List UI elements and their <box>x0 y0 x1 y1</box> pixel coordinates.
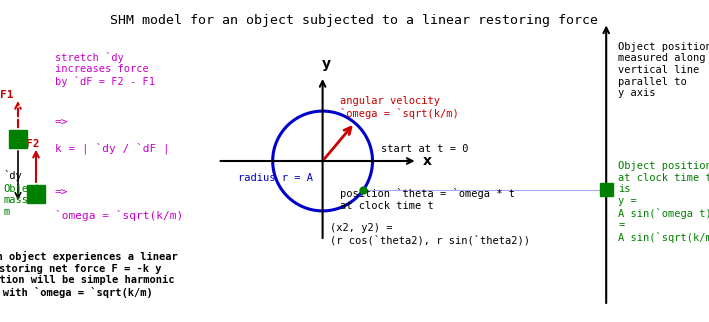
Text: Object position
at clock time t
is
y =
A sin(`omega t)
=
A sin(`sqrt(k/m) t): Object position at clock time t is y = A… <box>618 161 709 243</box>
Text: =>: => <box>55 117 69 128</box>
Text: `omega = `sqrt(k/m): `omega = `sqrt(k/m) <box>55 210 183 221</box>
Text: position `theta = `omega * t
at clock time t: position `theta = `omega * t at clock ti… <box>340 188 515 211</box>
Text: angular velocity
`omega = `sqrt(k/m): angular velocity `omega = `sqrt(k/m) <box>340 96 459 118</box>
Bar <box>9 130 27 148</box>
Bar <box>600 183 613 196</box>
Text: SHM model for an object subjected to a linear restoring force: SHM model for an object subjected to a l… <box>111 14 598 27</box>
Text: (x2, y2) =
(r cos(`theta2), r sin(`theta2)): (x2, y2) = (r cos(`theta2), r sin(`theta… <box>330 223 530 246</box>
Text: k = | `dy / `dF |: k = | `dy / `dF | <box>55 142 169 154</box>
Bar <box>27 185 45 203</box>
Text: x: x <box>423 154 432 168</box>
Text: radius r = A: radius r = A <box>238 173 313 183</box>
Text: Object position
measured along
vertical line
parallel to
y axis: Object position measured along vertical … <box>618 42 709 98</box>
Text: =>: => <box>55 188 69 198</box>
Text: stretch `dy
increases force
by `dF = F2 - F1: stretch `dy increases force by `dF = F2 … <box>55 52 155 87</box>
Text: `dy: `dy <box>4 170 23 181</box>
Text: Object
mass
m: Object mass m <box>3 184 40 217</box>
Text: start at t = 0: start at t = 0 <box>381 144 468 154</box>
Text: F1: F1 <box>0 90 13 100</box>
Text: y: y <box>322 57 331 71</box>
Text: When an object experiences a linear
  restoring net force F = -k y
the motion wi: When an object experiences a linear rest… <box>0 251 177 298</box>
Text: F2: F2 <box>26 139 40 149</box>
